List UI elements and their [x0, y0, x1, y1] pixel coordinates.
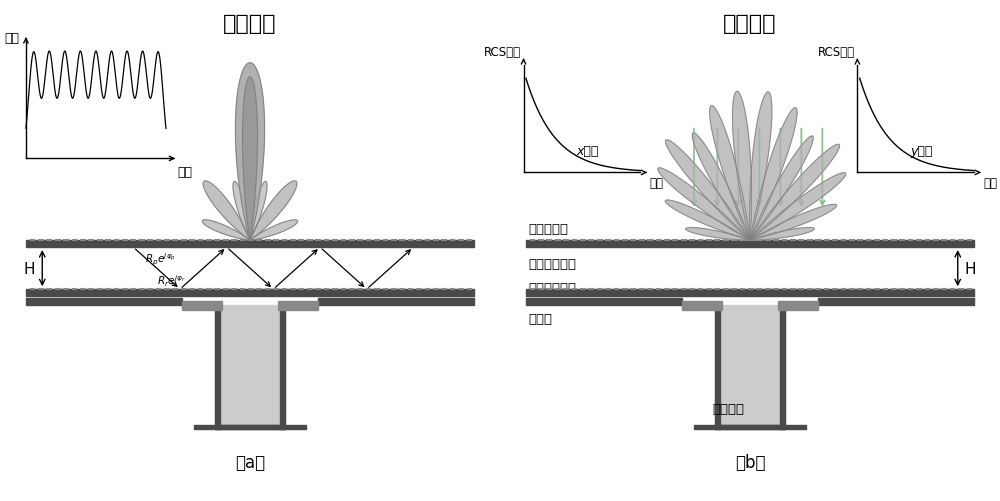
- Text: RCS缩减: RCS缩减: [818, 46, 855, 59]
- Text: （b）: （b）: [735, 453, 765, 471]
- Text: $R_r e^{j\varphi_r}$: $R_r e^{j\varphi_r}$: [157, 273, 185, 288]
- Polygon shape: [658, 168, 750, 240]
- Text: 散射特性: 散射特性: [723, 14, 777, 34]
- Bar: [526, 299, 682, 306]
- Text: 动态反射地板: 动态反射地板: [528, 282, 576, 295]
- Polygon shape: [250, 182, 267, 240]
- Bar: [318, 299, 474, 306]
- Text: 编码超表面: 编码超表面: [528, 223, 568, 236]
- Polygon shape: [202, 220, 250, 240]
- Polygon shape: [665, 140, 750, 240]
- Bar: [715, 425, 785, 429]
- Text: （a）: （a）: [235, 453, 265, 471]
- Bar: [26, 290, 474, 297]
- Bar: [778, 301, 818, 311]
- Polygon shape: [750, 228, 814, 240]
- Bar: [280, 306, 285, 429]
- Text: 波导馈源: 波导馈源: [713, 402, 745, 415]
- Polygon shape: [250, 220, 298, 240]
- Polygon shape: [750, 93, 772, 240]
- Bar: [818, 299, 974, 306]
- Polygon shape: [665, 200, 750, 240]
- Bar: [26, 299, 182, 306]
- Text: 辐射特性: 辐射特性: [223, 14, 277, 34]
- Bar: [215, 306, 220, 429]
- Polygon shape: [233, 182, 250, 240]
- Polygon shape: [750, 108, 797, 240]
- Bar: [215, 306, 285, 429]
- Bar: [526, 240, 974, 247]
- Text: 频率: 频率: [178, 166, 193, 179]
- Bar: [26, 240, 474, 247]
- Polygon shape: [733, 92, 752, 240]
- Text: 频率: 频率: [650, 177, 664, 190]
- Polygon shape: [692, 134, 750, 240]
- Polygon shape: [235, 64, 265, 240]
- Polygon shape: [710, 106, 750, 240]
- Bar: [715, 306, 785, 429]
- Bar: [694, 426, 806, 429]
- Polygon shape: [243, 78, 257, 240]
- Text: 部分反射表面: 部分反射表面: [528, 258, 576, 271]
- Text: RCS缩减: RCS缩减: [484, 46, 521, 59]
- Text: y极化: y极化: [910, 145, 933, 158]
- Text: H: H: [965, 261, 976, 276]
- Bar: [215, 425, 285, 429]
- Bar: [682, 301, 722, 311]
- Text: x极化: x极化: [577, 145, 599, 158]
- Bar: [780, 306, 785, 429]
- Bar: [182, 301, 222, 311]
- Polygon shape: [750, 137, 813, 240]
- Bar: [278, 301, 318, 311]
- Text: 频率: 频率: [983, 177, 997, 190]
- Bar: [194, 426, 306, 429]
- Text: 增益: 增益: [4, 32, 19, 45]
- Bar: [526, 290, 974, 297]
- Text: H: H: [24, 261, 35, 276]
- Polygon shape: [750, 173, 846, 240]
- Polygon shape: [750, 145, 840, 240]
- Text: 金属地: 金属地: [528, 313, 552, 326]
- Bar: [715, 306, 720, 429]
- Polygon shape: [686, 228, 750, 240]
- Polygon shape: [203, 181, 250, 240]
- Text: $R_p e^{j\varphi_p}$: $R_p e^{j\varphi_p}$: [145, 251, 176, 268]
- Polygon shape: [750, 205, 837, 240]
- Polygon shape: [250, 181, 297, 240]
